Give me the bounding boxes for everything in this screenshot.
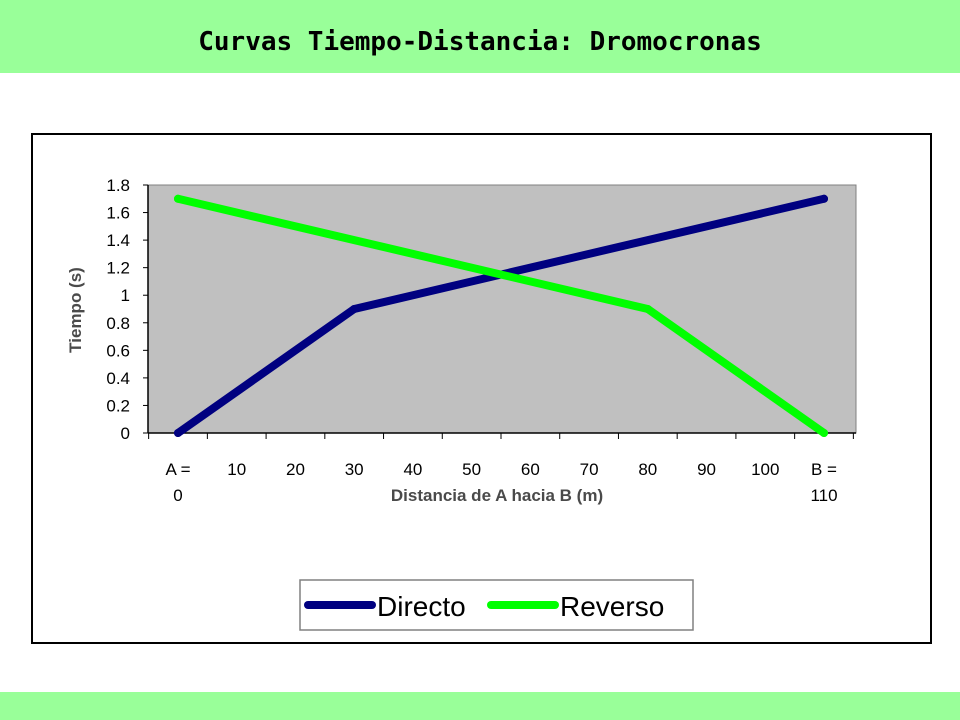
x-tick-label: 90 bbox=[697, 460, 716, 479]
x-tick-label: 80 bbox=[638, 460, 657, 479]
data-point-directo bbox=[350, 305, 359, 313]
x-tick-label: 100 bbox=[751, 460, 779, 479]
legend-label-directo: Directo bbox=[377, 591, 466, 622]
x-tick-label: 10 bbox=[227, 460, 246, 479]
x-tick-label: 50 bbox=[462, 460, 481, 479]
data-point-directo bbox=[820, 194, 828, 203]
x-tick-label: 30 bbox=[345, 460, 364, 479]
y-tick-label: 1.6 bbox=[106, 204, 130, 223]
x-tick-label: 40 bbox=[403, 460, 422, 479]
data-point-reverso bbox=[174, 194, 182, 203]
x-tick-label: A = 0 bbox=[165, 460, 190, 505]
y-tick-label: 0 bbox=[121, 424, 130, 443]
x-tick-label: 60 bbox=[521, 460, 540, 479]
y-tick-label: 1 bbox=[121, 286, 130, 305]
plot-area bbox=[147, 184, 857, 434]
x-tick-label: 20 bbox=[286, 460, 305, 479]
y-tick-label: 1.2 bbox=[106, 259, 130, 278]
y-tick-label: 1.8 bbox=[106, 176, 130, 195]
legend-label-reverso: Reverso bbox=[560, 591, 664, 622]
y-tick-label: 0.4 bbox=[106, 369, 130, 388]
x-tick-label: B = 110 bbox=[810, 460, 837, 505]
y-tick-label: 0.2 bbox=[106, 396, 130, 415]
data-point-reverso bbox=[643, 305, 652, 313]
x-tick-label: 70 bbox=[580, 460, 599, 479]
data-point-directo bbox=[174, 429, 182, 437]
y-tick-label: 1.4 bbox=[106, 231, 130, 250]
y-axis-title: Tiempo (s) bbox=[66, 267, 85, 353]
bottom-band bbox=[0, 692, 960, 720]
slide-title: Curvas Tiempo-Distancia: Dromocronas bbox=[198, 27, 762, 57]
title-band bbox=[0, 0, 960, 73]
y-tick-label: 0.8 bbox=[106, 314, 130, 333]
y-tick-label: 0.6 bbox=[106, 341, 130, 360]
data-point-reverso bbox=[820, 429, 828, 437]
x-axis-title: Distancia de A hacia B (m) bbox=[391, 486, 603, 505]
